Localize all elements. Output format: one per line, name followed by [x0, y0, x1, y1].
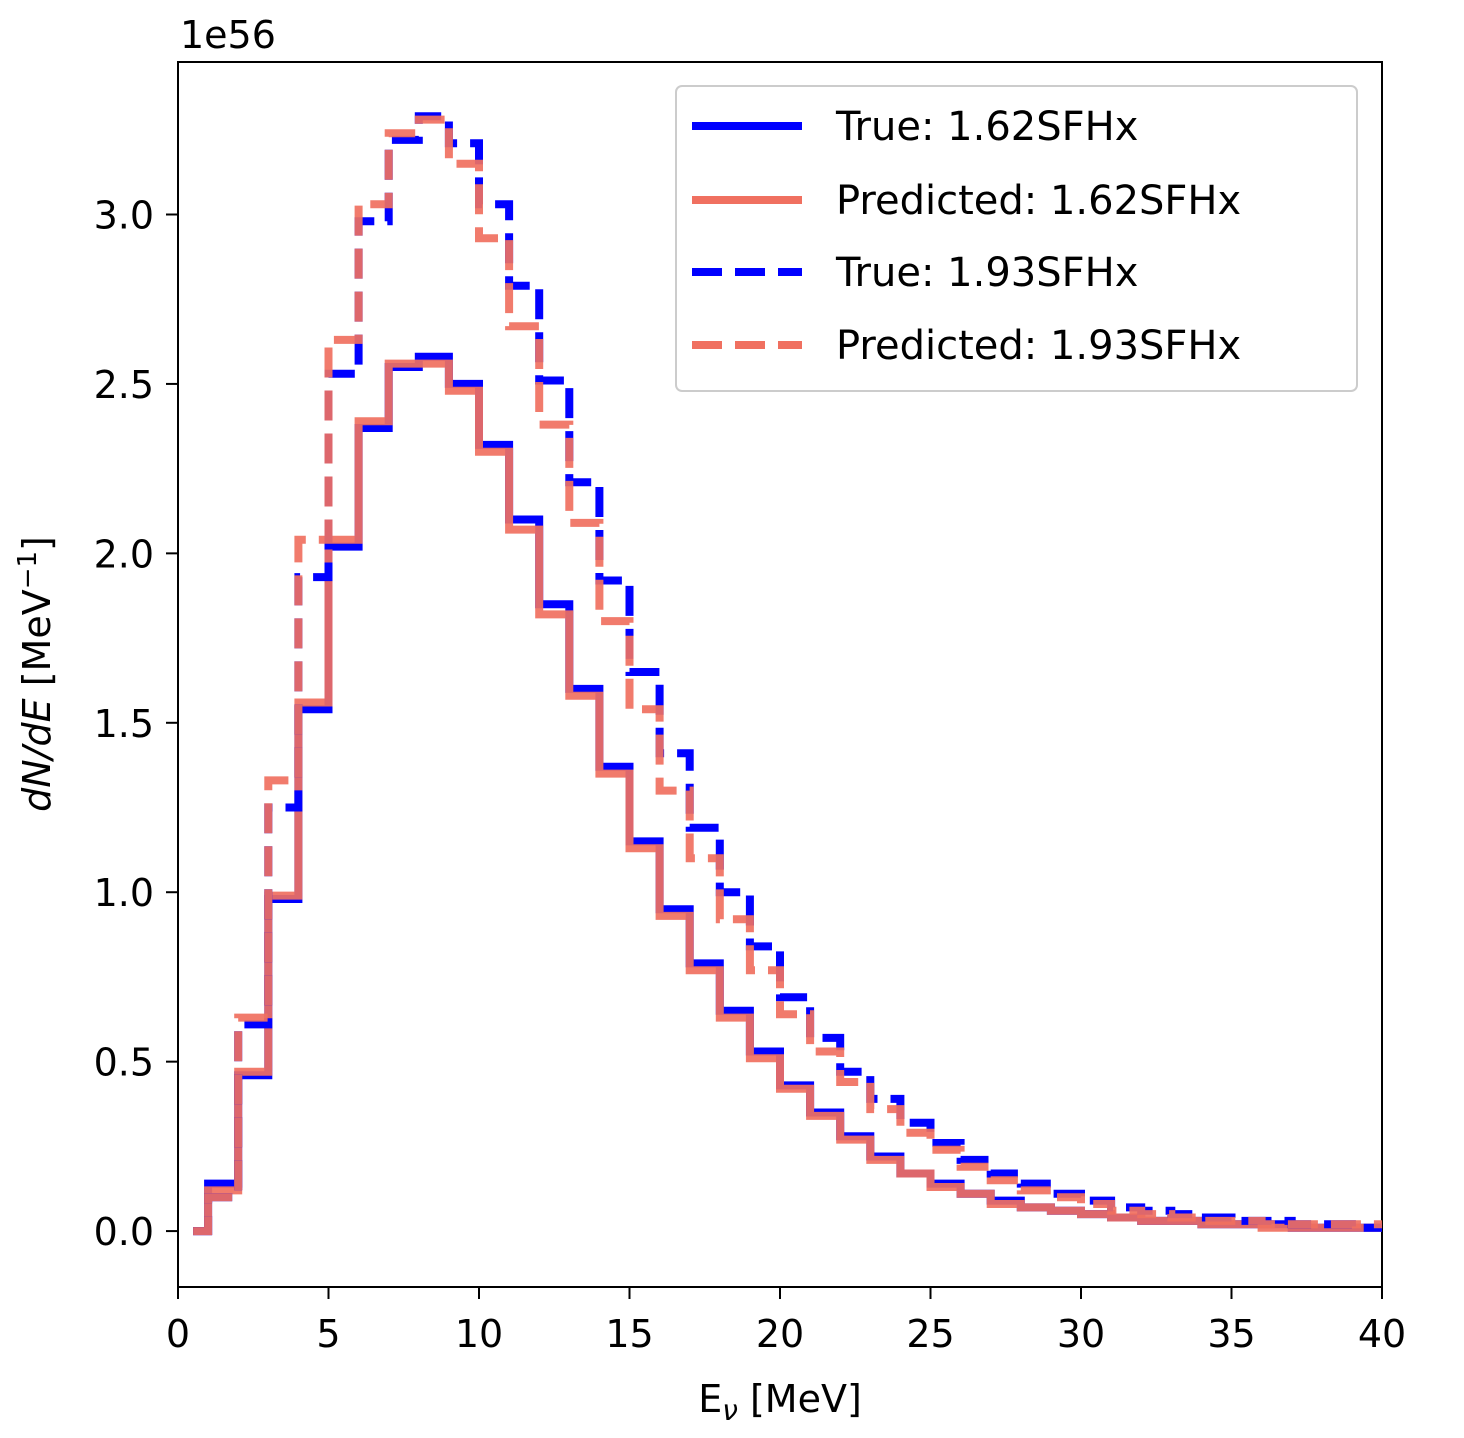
- y-tick-label: 3.0: [94, 193, 154, 237]
- series-layer: [193, 112, 1382, 1236]
- y-axis: 0.0 0.5 1.0 1.5 2.0 2.5 3.0: [94, 193, 178, 1254]
- y-axis-label-exp: −1: [13, 551, 43, 589]
- x-tick-label: 0: [166, 1312, 190, 1356]
- x-tick-label: 10: [455, 1312, 503, 1356]
- legend-entry: Predicted: 1.62SFHx: [692, 178, 1241, 224]
- x-tick-label: 30: [1057, 1312, 1105, 1356]
- y-tick-label: 0.0: [94, 1210, 154, 1254]
- legend-label: Predicted: 1.62SFHx: [836, 178, 1241, 224]
- y-tick-label: 2.0: [94, 532, 154, 576]
- y-tick-label: 1.5: [94, 702, 154, 746]
- legend-entry: Predicted: 1.93SFHx: [692, 323, 1241, 369]
- y-tick-label: 0.5: [94, 1041, 154, 1085]
- legend-label: Predicted: 1.93SFHx: [836, 323, 1241, 369]
- series-line-1: [193, 359, 1382, 1236]
- x-tick-label: 25: [906, 1312, 954, 1356]
- y-tick-label: 1.0: [94, 871, 154, 915]
- y-axis-label: dN/dE [MeV−1]: [13, 536, 59, 812]
- y-axis-label-main: dN/dE: [15, 698, 59, 811]
- legend-entry: True: 1.62SFHx: [692, 104, 1138, 150]
- y-tick-label: 2.5: [94, 363, 154, 407]
- legend-label: True: 1.62SFHx: [835, 104, 1138, 150]
- y-axis-label-unit: [MeV: [15, 589, 59, 698]
- x-axis-label: Eν [MeV]: [698, 1377, 862, 1427]
- x-axis-label-unit: [MeV]: [738, 1377, 862, 1421]
- legend-label: True: 1.93SFHx: [835, 250, 1138, 296]
- legend-entry: True: 1.93SFHx: [692, 250, 1138, 296]
- x-tick-label: 35: [1207, 1312, 1255, 1356]
- x-tick-label: 5: [316, 1312, 340, 1356]
- x-axis-label-main: E: [698, 1377, 722, 1421]
- x-axis-label-sub: ν: [722, 1394, 738, 1427]
- y-offset-label: 1e56: [180, 13, 276, 57]
- x-tick-label: 20: [756, 1312, 804, 1356]
- legend: True: 1.62SFHx Predicted: 1.62SFHx True:…: [675, 85, 1358, 392]
- series-line-3: [193, 115, 1382, 1236]
- x-axis: 0 5 10 15 20 25 30 35 40: [166, 1287, 1406, 1356]
- x-tick-label: 15: [605, 1312, 653, 1356]
- x-tick-label: 40: [1358, 1312, 1406, 1356]
- legend-box: [675, 85, 1358, 392]
- y-axis-label-close: ]: [15, 536, 59, 551]
